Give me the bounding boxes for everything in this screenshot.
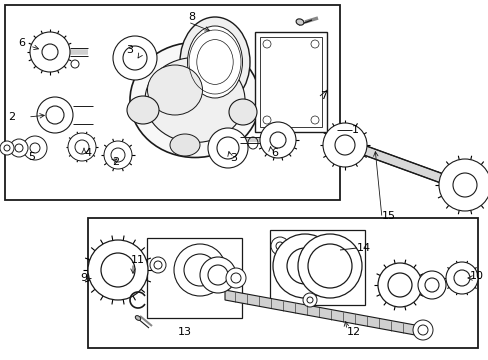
Circle shape — [270, 237, 288, 255]
Circle shape — [174, 244, 225, 296]
Polygon shape — [224, 290, 414, 335]
Text: 1: 1 — [351, 125, 358, 135]
Text: 14: 14 — [356, 243, 370, 253]
Text: 11: 11 — [131, 255, 145, 265]
Bar — [147, 238, 242, 318]
Ellipse shape — [145, 58, 244, 143]
Circle shape — [303, 293, 316, 307]
Circle shape — [30, 143, 40, 153]
Circle shape — [297, 234, 361, 298]
Ellipse shape — [130, 42, 260, 158]
Ellipse shape — [147, 65, 202, 115]
Bar — [260, 37, 321, 127]
Text: 13: 13 — [178, 327, 192, 337]
Text: 2: 2 — [112, 157, 119, 167]
Circle shape — [217, 137, 239, 159]
Circle shape — [200, 257, 236, 293]
Bar — [254, 32, 326, 132]
Circle shape — [150, 257, 165, 273]
Circle shape — [207, 265, 227, 285]
Circle shape — [207, 128, 247, 168]
Circle shape — [424, 278, 438, 292]
Circle shape — [438, 159, 488, 211]
Circle shape — [101, 253, 135, 287]
Text: 10: 10 — [469, 271, 483, 281]
Circle shape — [68, 133, 96, 161]
Circle shape — [15, 144, 23, 152]
Circle shape — [412, 320, 432, 340]
Text: 8: 8 — [187, 12, 195, 22]
Circle shape — [445, 262, 477, 294]
Circle shape — [310, 116, 318, 124]
Text: 4: 4 — [84, 148, 91, 158]
Circle shape — [260, 122, 295, 158]
Circle shape — [4, 145, 10, 151]
Circle shape — [275, 242, 284, 250]
Text: 9: 9 — [80, 273, 87, 283]
Circle shape — [88, 240, 148, 300]
Circle shape — [452, 173, 476, 197]
Text: 7: 7 — [319, 91, 326, 101]
Bar — [269, 230, 364, 305]
Bar — [88, 218, 477, 348]
Circle shape — [417, 325, 427, 335]
Bar — [5, 5, 339, 200]
Circle shape — [377, 263, 421, 307]
Circle shape — [75, 140, 89, 154]
Text: 12: 12 — [346, 327, 360, 337]
Circle shape — [0, 141, 14, 155]
Circle shape — [111, 148, 125, 162]
Text: 6: 6 — [270, 148, 278, 158]
Circle shape — [417, 271, 445, 299]
Circle shape — [23, 136, 47, 160]
Circle shape — [387, 273, 411, 297]
Circle shape — [113, 36, 157, 80]
Text: 3: 3 — [229, 153, 237, 163]
Circle shape — [183, 254, 216, 286]
Circle shape — [323, 123, 366, 167]
Circle shape — [42, 44, 58, 60]
Text: 5: 5 — [28, 152, 35, 162]
Ellipse shape — [228, 99, 257, 125]
Circle shape — [10, 139, 28, 157]
Circle shape — [37, 97, 73, 133]
Circle shape — [230, 273, 241, 283]
Ellipse shape — [127, 96, 159, 124]
Circle shape — [286, 248, 323, 284]
Circle shape — [306, 297, 312, 303]
Ellipse shape — [180, 17, 249, 107]
Ellipse shape — [187, 26, 242, 98]
Circle shape — [453, 270, 469, 286]
Text: 6: 6 — [18, 38, 25, 48]
Circle shape — [46, 106, 64, 124]
Circle shape — [334, 135, 354, 155]
Polygon shape — [349, 140, 459, 190]
Circle shape — [225, 268, 245, 288]
Circle shape — [310, 40, 318, 48]
Circle shape — [104, 141, 132, 169]
Circle shape — [307, 244, 351, 288]
Text: 3: 3 — [126, 45, 133, 55]
Circle shape — [263, 40, 270, 48]
Circle shape — [269, 132, 285, 148]
Circle shape — [154, 261, 162, 269]
Circle shape — [30, 32, 70, 72]
Circle shape — [272, 234, 336, 298]
Circle shape — [263, 116, 270, 124]
Ellipse shape — [296, 19, 303, 25]
Circle shape — [123, 46, 147, 70]
Ellipse shape — [170, 134, 200, 156]
Text: 15: 15 — [381, 211, 395, 221]
Text: 2: 2 — [8, 112, 15, 122]
Ellipse shape — [135, 316, 141, 320]
